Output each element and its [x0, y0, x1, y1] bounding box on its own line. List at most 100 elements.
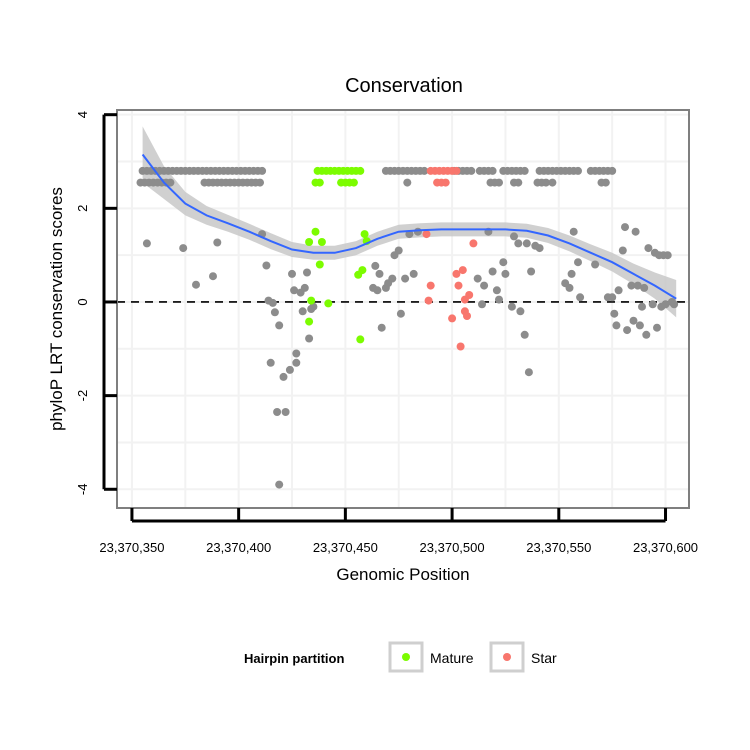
point-other	[396, 309, 405, 318]
point-other	[273, 408, 282, 416]
point-other	[574, 258, 582, 267]
point-other	[516, 307, 525, 316]
y-tick-label: -2	[75, 390, 90, 402]
point-star	[448, 314, 457, 323]
point-other	[591, 260, 600, 269]
point-other	[258, 166, 267, 175]
y-tick-label: -4	[75, 484, 90, 496]
point-other	[371, 261, 380, 270]
x-axis-title: Genomic Position	[336, 565, 469, 584]
legend-label-star: Star	[531, 650, 557, 666]
point-mature	[356, 335, 365, 344]
point-other	[488, 166, 497, 175]
point-other	[507, 302, 516, 311]
point-other	[377, 323, 386, 332]
point-other	[574, 166, 582, 175]
point-other	[514, 239, 523, 248]
point-other	[281, 408, 290, 416]
point-other	[510, 232, 518, 241]
point-other	[403, 178, 412, 187]
point-other	[279, 372, 288, 381]
point-other	[642, 330, 651, 339]
point-other	[213, 238, 222, 247]
point-other	[375, 269, 384, 278]
point-other	[499, 258, 508, 267]
point-mature	[311, 227, 320, 236]
point-mature	[307, 296, 316, 305]
point-other	[285, 365, 294, 374]
x-tick-label: 23,370,500	[420, 540, 485, 555]
point-other	[467, 166, 476, 175]
plot-panel-border	[116, 109, 690, 509]
point-other	[292, 349, 301, 358]
point-other	[501, 269, 510, 278]
point-other	[262, 261, 271, 270]
y-axis-title: phyloP LRT conservation scores	[47, 187, 66, 431]
point-mature	[315, 260, 324, 269]
point-other	[520, 330, 529, 339]
grid-lines	[117, 110, 689, 508]
point-mature	[356, 166, 365, 175]
point-mature	[358, 266, 367, 275]
point-other	[473, 274, 482, 283]
point-star	[469, 239, 478, 248]
point-other	[644, 244, 653, 253]
point-mature	[305, 238, 314, 246]
point-other	[631, 227, 640, 236]
point-other	[298, 307, 307, 316]
point-other	[300, 283, 309, 292]
point-other	[266, 358, 275, 367]
point-star	[441, 178, 450, 187]
point-other	[542, 178, 550, 187]
point-other	[388, 274, 397, 283]
chart-title: Conservation	[345, 75, 463, 97]
x-tick-label: 23,370,450	[313, 540, 378, 555]
point-other	[527, 267, 536, 276]
point-other	[288, 269, 296, 278]
point-other	[648, 300, 657, 309]
point-other	[535, 244, 544, 253]
point-other	[305, 334, 314, 343]
point-other	[309, 302, 318, 311]
point-star	[458, 266, 467, 275]
point-other	[495, 178, 503, 187]
point-other	[420, 166, 429, 175]
x-axis: 23,370,350 23,370,400 23,370,450 23,370,500…	[99, 508, 698, 555]
point-other	[569, 227, 578, 236]
point-other	[618, 246, 627, 255]
point-other	[567, 269, 576, 278]
legend-swatch-star	[503, 653, 511, 661]
point-other	[522, 239, 531, 248]
point-other	[209, 272, 217, 281]
point-other	[394, 246, 403, 255]
y-tick-label: 4	[75, 111, 90, 118]
point-other	[612, 321, 621, 330]
point-other	[514, 178, 523, 187]
y-axis: -4 -2 0 2 4	[75, 111, 117, 495]
point-other	[192, 280, 200, 289]
point-mature	[305, 317, 314, 326]
point-other	[303, 268, 311, 277]
point-star	[452, 269, 461, 278]
point-other	[627, 281, 636, 290]
point-other	[480, 281, 489, 290]
point-other	[142, 239, 151, 248]
point-mature	[360, 230, 369, 239]
point-other	[492, 286, 501, 295]
point-other	[275, 480, 284, 489]
point-mature	[324, 299, 333, 308]
legend-title: Hairpin partition	[244, 651, 344, 666]
point-other	[413, 227, 422, 236]
point-other	[614, 286, 623, 295]
point-mature	[315, 178, 324, 187]
point-other	[268, 298, 277, 307]
point-other	[670, 300, 679, 309]
point-other	[565, 283, 574, 292]
point-other	[601, 178, 610, 187]
point-other	[548, 178, 557, 187]
x-tick-label: 23,370,350	[99, 540, 164, 555]
point-star	[460, 307, 469, 316]
point-other	[290, 286, 299, 295]
point-other	[621, 223, 629, 232]
